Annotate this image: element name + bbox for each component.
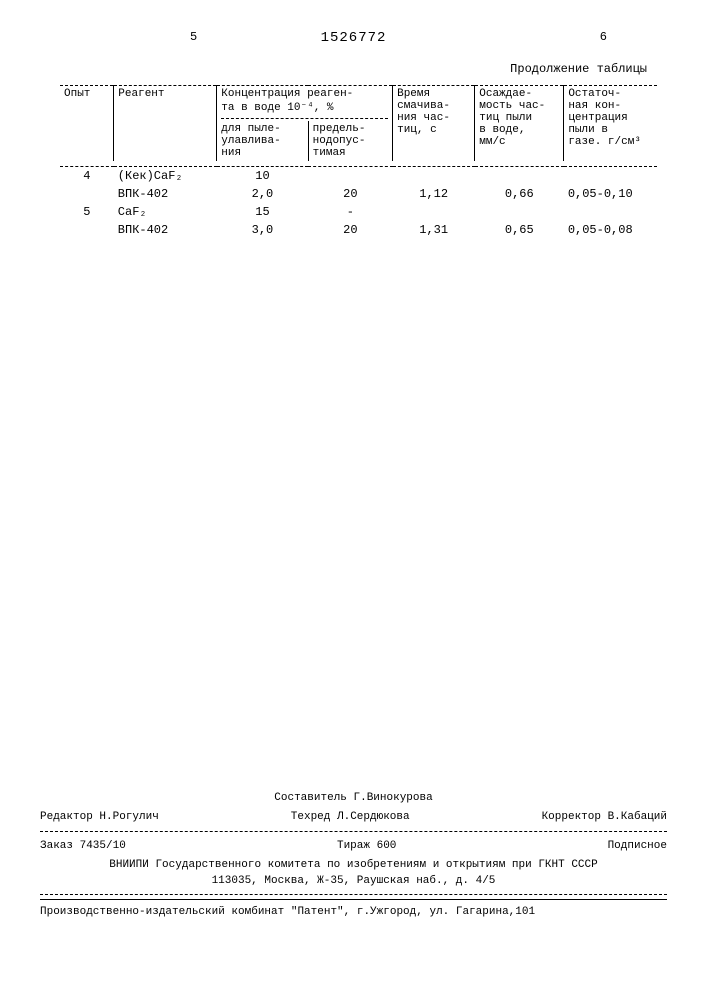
th-conc: Концентрация реаген- та в воде 10⁻⁴, % <box>217 86 393 122</box>
cell-n <box>60 185 114 203</box>
th-time-l3: ния час- <box>397 112 450 124</box>
cell-o: 0,05-0,10 <box>564 185 657 203</box>
th-sub-dust: для пыле- улавлива- ния <box>217 121 308 161</box>
cell-t <box>393 203 475 221</box>
page-num-right: 6 <box>600 30 607 44</box>
th-sub-dust-l3: ния <box>221 147 241 159</box>
th-opyt: Опыт <box>60 86 114 162</box>
data-table: Опыт Реагент Концентрация реаген- та в в… <box>60 80 657 239</box>
tirazh: Тираж 600 <box>337 838 396 855</box>
th-resid-l3: центрация <box>568 112 627 124</box>
org-line-2: 113035, Москва, Ж-35, Раушская наб., д. … <box>40 873 667 890</box>
th-sub-limit: предель- нодопус- тимая <box>308 121 392 161</box>
footer-block: Составитель Г.Винокурова Редактор Н.Рогу… <box>40 790 667 920</box>
corrector: Корректор В.Кабаций <box>542 809 667 826</box>
th-conc-l2: та в воде 10⁻⁴, % <box>221 102 333 114</box>
order: Заказ 7435/10 <box>40 838 126 855</box>
cell-o <box>564 203 657 221</box>
cell-c1: 3,0 <box>217 221 308 239</box>
th-sed-l4: в воде, <box>479 124 525 136</box>
th-sub-dust-l1: для пыле- <box>221 123 280 135</box>
th-resid: Остаточ- ная кон- центрация пыли в газе.… <box>564 86 657 162</box>
tech: Техред Л.Сердюкова <box>291 809 410 826</box>
table-row: 5 CaF₂ 15 - <box>60 203 657 221</box>
compiler: Составитель Г.Винокурова <box>40 790 667 807</box>
th-resid-l2: ная кон- <box>568 100 621 112</box>
cell-c1: 10 <box>217 167 308 186</box>
th-sub-limit-l3: тимая <box>313 147 346 159</box>
th-time-l1: Время <box>397 88 430 100</box>
cell-c1: 15 <box>217 203 308 221</box>
th-time-l4: тиц, с <box>397 124 437 136</box>
th-sed-l2: мость час- <box>479 100 545 112</box>
cell-s <box>475 167 564 186</box>
cell-c2: 20 <box>308 221 392 239</box>
cell-s <box>475 203 564 221</box>
cell-reagent: CaF₂ <box>114 203 217 221</box>
cell-s: 0,65 <box>475 221 564 239</box>
cell-c1: 2,0 <box>217 185 308 203</box>
cell-s: 0,66 <box>475 185 564 203</box>
th-sed-l1: Осаждае- <box>479 88 532 100</box>
cell-reagent: ВПК-402 <box>114 221 217 239</box>
cell-t: 1,31 <box>393 221 475 239</box>
th-sub-limit-l1: предель- <box>313 123 366 135</box>
table-continuation-label: Продолжение таблицы <box>60 62 647 76</box>
cell-c2: - <box>308 203 392 221</box>
cell-n: 4 <box>60 167 114 186</box>
cell-o <box>564 167 657 186</box>
th-resid-l1: Остаточ- <box>568 88 621 100</box>
document-number: 1526772 <box>321 30 387 46</box>
editor: Редактор Н.Рогулич <box>40 809 159 826</box>
th-time: Время смачива- ния час- тиц, с <box>393 86 475 162</box>
cell-reagent: ВПК-402 <box>114 185 217 203</box>
cell-reagent: (Кек)CaF₂ <box>114 167 217 186</box>
th-sed-l3: тиц пыли <box>479 112 532 124</box>
table-row: 4 (Кек)CaF₂ 10 <box>60 167 657 186</box>
th-sub-limit-l2: нодопус- <box>313 135 366 147</box>
th-sed: Осаждае- мость час- тиц пыли в воде, мм/… <box>475 86 564 162</box>
page-num-left: 5 <box>190 30 197 44</box>
cell-c2 <box>308 167 392 186</box>
cell-n <box>60 221 114 239</box>
org-line-1: ВНИИПИ Государственного комитета по изоб… <box>40 857 667 874</box>
cell-t: 1,12 <box>393 185 475 203</box>
th-conc-l1: Концентрация реаген- <box>221 88 353 100</box>
table-row: ВПК-402 2,0 20 1,12 0,66 0,05-0,10 <box>60 185 657 203</box>
th-sed-l5: мм/с <box>479 136 505 148</box>
th-time-l2: смачива- <box>397 100 450 112</box>
press-line: Производственно-издательский комбинат "П… <box>40 904 667 921</box>
cell-c2: 20 <box>308 185 392 203</box>
th-sub-dust-l2: улавлива- <box>221 135 280 147</box>
cell-o: 0,05-0,08 <box>564 221 657 239</box>
th-resid-l4: пыли в <box>568 124 608 136</box>
th-reagent: Реагент <box>114 86 217 162</box>
th-resid-l5: газе. г/см³ <box>568 136 641 148</box>
cell-t <box>393 167 475 186</box>
table-row: ВПК-402 3,0 20 1,31 0,65 0,05-0,08 <box>60 221 657 239</box>
subscribe: Подписное <box>608 838 667 855</box>
cell-n: 5 <box>60 203 114 221</box>
